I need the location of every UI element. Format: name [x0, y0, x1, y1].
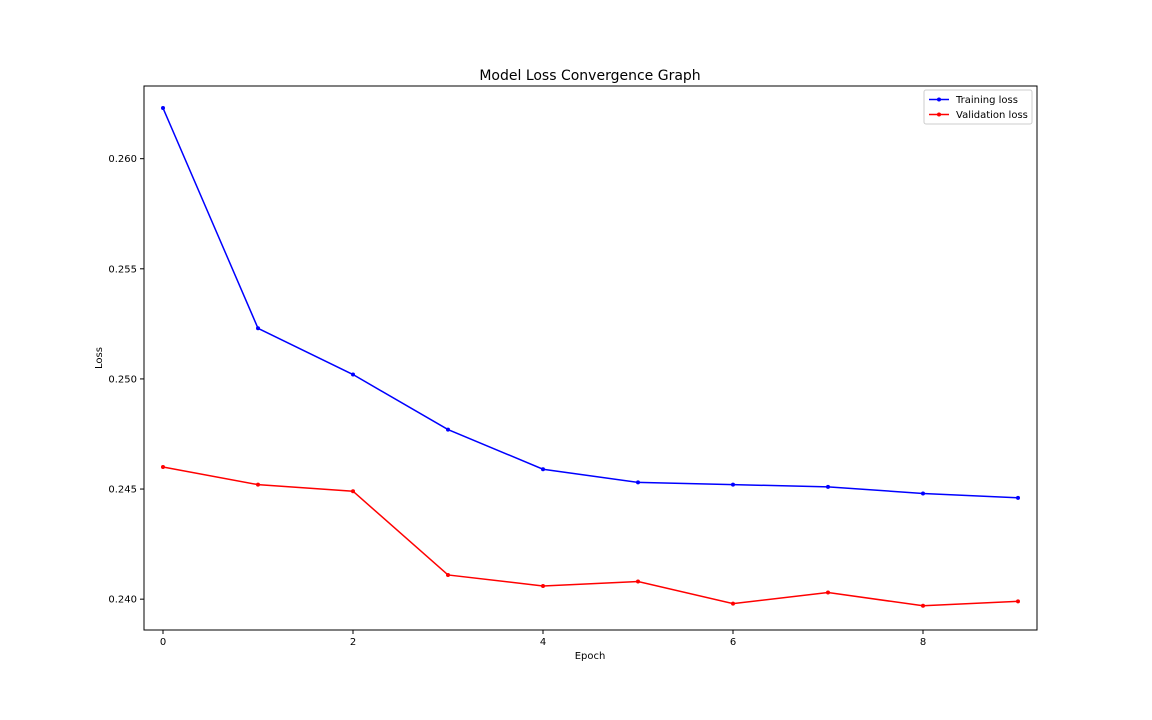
y-axis-label: Loss — [94, 347, 105, 369]
x-tick-label: 8 — [920, 637, 926, 648]
data-point — [826, 590, 830, 595]
y-tick-label: 0.245 — [108, 485, 137, 496]
y-tick-label: 0.250 — [108, 374, 137, 385]
x-tick-label: 4 — [540, 637, 546, 648]
data-point — [921, 491, 925, 496]
data-point — [1016, 495, 1020, 500]
chart-title: Model Loss Convergence Graph — [479, 68, 700, 84]
data-point — [636, 579, 640, 584]
data-point — [446, 427, 450, 432]
data-point — [921, 603, 925, 608]
data-point — [351, 372, 355, 377]
data-point — [161, 465, 165, 470]
x-tick-label: 0 — [160, 637, 166, 648]
series-line-training-loss — [162, 107, 1019, 499]
legend-label: Training loss — [955, 95, 1018, 106]
data-point — [446, 572, 450, 577]
data-point — [731, 482, 735, 487]
data-point — [731, 601, 735, 606]
data-point — [1016, 599, 1020, 604]
data-point — [256, 326, 260, 331]
axes-frame — [143, 85, 1038, 631]
data-point — [161, 106, 165, 111]
data-point — [256, 482, 260, 487]
x-tick-label: 2 — [350, 637, 356, 648]
data-point — [636, 480, 640, 485]
legend-label: Validation loss — [956, 110, 1028, 121]
legend-marker — [937, 112, 941, 117]
data-point — [541, 583, 545, 588]
x-axis-label: Epoch — [575, 651, 606, 662]
legend-marker — [937, 97, 941, 102]
plot-area: 0 2 4 6 8 0.240 0.245 0.250 0.255 0.260 — [108, 85, 1038, 648]
x-tick-label: 6 — [730, 637, 736, 648]
legend-box — [923, 89, 1033, 125]
series-line-validation-loss — [162, 466, 1019, 607]
legend: Training loss Validation loss — [923, 89, 1033, 125]
y-tick-label: 0.240 — [108, 595, 137, 606]
y-tick-label: 0.255 — [108, 264, 137, 275]
data-point — [541, 467, 545, 472]
y-tick-label: 0.260 — [108, 154, 137, 165]
data-point — [351, 489, 355, 494]
data-point — [826, 484, 830, 489]
